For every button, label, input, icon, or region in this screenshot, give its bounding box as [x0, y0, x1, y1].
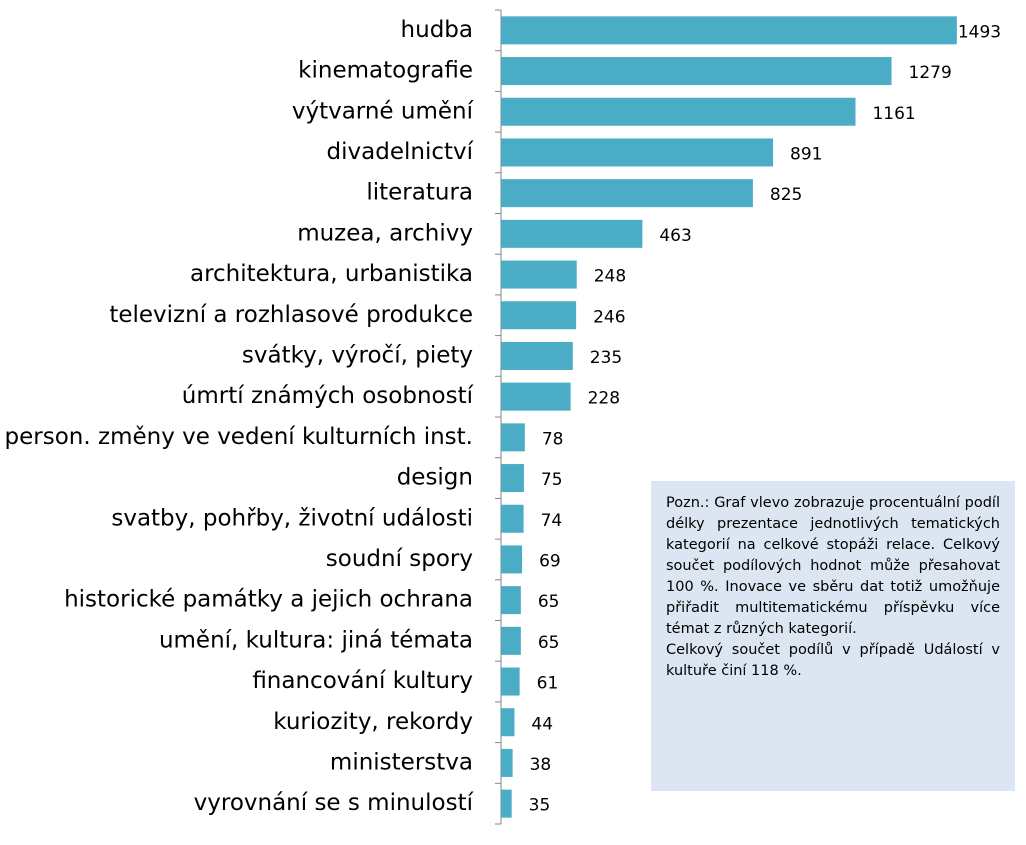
category-label: kinematografie	[298, 58, 473, 84]
bar	[501, 464, 524, 493]
category-label: person. změny ve vedení kulturních inst.	[5, 424, 473, 450]
category-label: architektura, urbanistika	[190, 261, 473, 287]
category-label: vyrovnání se s minulostí	[194, 790, 474, 816]
bar	[501, 97, 856, 126]
value-label: 35	[529, 796, 551, 816]
bar	[501, 708, 515, 737]
category-label: literatura	[366, 180, 473, 206]
category-label: ministerstva	[330, 749, 473, 775]
bar	[501, 667, 520, 696]
value-label: 891	[790, 144, 822, 164]
category-label: kuriozity, rekordy	[273, 709, 473, 735]
note-text: Pozn.: Graf vlevo zobrazuje procentuální…	[666, 495, 1000, 637]
value-label: 1161	[872, 104, 915, 124]
value-label: 69	[539, 551, 561, 571]
bar	[501, 789, 512, 818]
bar	[501, 341, 573, 370]
category-label: svatby, pohřby, životní události	[111, 505, 473, 531]
category-label: hudba	[401, 17, 473, 43]
bar	[501, 626, 521, 655]
value-label: 74	[541, 511, 563, 531]
value-label: 235	[590, 348, 622, 368]
bar	[501, 219, 643, 248]
bar	[501, 138, 774, 167]
value-label: 1493	[958, 22, 1001, 42]
category-label: výtvarné umění	[292, 98, 474, 124]
category-label: financování kultury	[252, 668, 473, 694]
value-label: 463	[659, 226, 691, 246]
bar	[501, 504, 524, 533]
value-label: 65	[538, 592, 560, 612]
bar	[501, 382, 571, 411]
value-label: 38	[530, 755, 552, 775]
bar	[501, 545, 523, 574]
value-label: 61	[537, 674, 559, 694]
category-label: design	[397, 465, 473, 491]
value-label: 825	[770, 185, 802, 205]
category-label: divadelnictví	[327, 139, 474, 165]
category-label: muzea, archivy	[297, 220, 473, 246]
bar	[501, 748, 513, 777]
category-label: úmrtí známých osobností	[182, 383, 474, 409]
value-label: 75	[541, 470, 563, 490]
value-label: 1279	[909, 63, 952, 83]
category-label: umění, kultura: jiná témata	[159, 627, 473, 653]
bar	[501, 16, 957, 45]
bar	[501, 301, 577, 330]
note-text: Celkový součet podílů v případě Událostí…	[666, 642, 1000, 679]
category-label: svátky, výročí, piety	[242, 342, 473, 368]
bar	[501, 260, 577, 289]
category-label: televizní a rozhlasové produkce	[109, 302, 473, 328]
value-label: 78	[542, 429, 564, 449]
category-label: soudní spory	[326, 546, 473, 572]
bar	[501, 179, 753, 208]
bar	[501, 57, 892, 86]
value-label: 246	[593, 307, 625, 327]
value-label: 248	[594, 267, 626, 287]
category-label: historické památky a jejich ochrana	[64, 587, 473, 613]
value-label: 228	[588, 389, 620, 409]
note-box: Pozn.: Graf vlevo zobrazuje procentuální…	[651, 481, 1015, 791]
value-label: 44	[531, 714, 553, 734]
value-label: 65	[538, 633, 560, 653]
bar	[501, 586, 521, 615]
bar	[501, 423, 525, 452]
